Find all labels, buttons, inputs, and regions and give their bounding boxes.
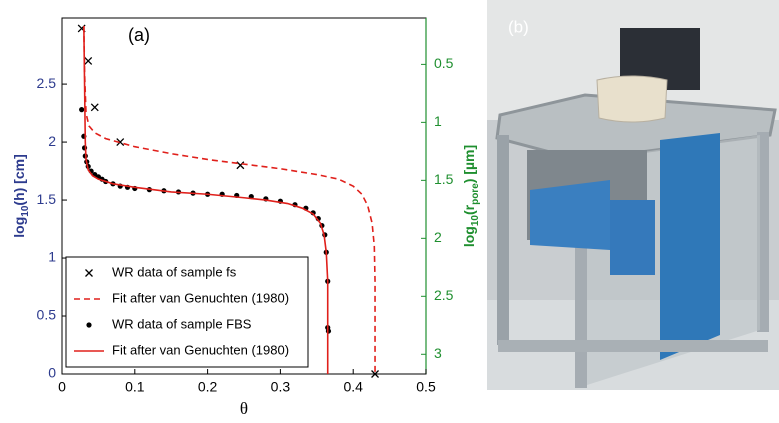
fit-line — [83, 26, 376, 374]
y2-tick-label: 2.5 — [434, 287, 454, 303]
panel-label: (b) — [508, 17, 529, 36]
y2-tick-label: 2 — [434, 229, 442, 245]
rail — [498, 340, 768, 352]
legend-box — [65, 256, 309, 368]
legend-marker — [86, 322, 92, 328]
label-part: log — [11, 217, 27, 238]
legend-label: WR data of sample fs — [112, 264, 237, 279]
post — [497, 135, 509, 345]
y-tick-label: 0 — [48, 365, 56, 381]
photo: (b) — [487, 0, 779, 390]
y2-tick-label: 1 — [434, 113, 442, 129]
label-part: (r — [461, 204, 477, 215]
legend-label: WR data of sample FBS — [112, 316, 252, 331]
panel-label: (a) — [128, 25, 150, 45]
x-tick-label: 0.4 — [343, 379, 363, 395]
x-marker — [90, 103, 99, 112]
label-part: (h) [cm] — [11, 154, 27, 205]
dot-marker — [79, 107, 85, 113]
y2-axis-label: log10(rpore) [µm] — [461, 145, 481, 247]
y2-tick-label: 0.5 — [434, 55, 454, 71]
legend-label: Fit after van Genuchten (1980) — [112, 290, 289, 305]
y-tick-label: 0.5 — [37, 307, 57, 323]
x-marker — [236, 161, 245, 170]
label-part: ) [µm] — [461, 145, 477, 183]
x-tick-label: 0.1 — [125, 379, 145, 395]
label-part: 10 — [470, 215, 481, 227]
y-tick-label: 1.5 — [37, 191, 57, 207]
x-tick-label: 0.3 — [271, 379, 291, 395]
legend-label: Fit after van Genuchten (1980) — [112, 342, 289, 357]
blue-part — [530, 180, 610, 250]
legend-marker — [85, 269, 93, 277]
label-part: log — [461, 226, 477, 247]
y-axis-label: log10(h) [cm] — [11, 154, 31, 237]
blue-block — [610, 200, 655, 275]
x-marker — [371, 370, 379, 378]
label-part: pore — [470, 183, 481, 205]
y2-tick-label: 1.5 — [434, 171, 454, 187]
y-tick-label: 1 — [48, 249, 56, 265]
y2-tick-label: 3 — [434, 345, 442, 361]
x-marker — [116, 138, 125, 147]
blue-panel — [660, 133, 720, 360]
y-tick-label: 2 — [48, 133, 56, 149]
label-part: 10 — [20, 205, 31, 217]
fit-line — [83, 26, 329, 374]
x-marker — [84, 56, 93, 65]
jar — [596, 75, 668, 123]
x-tick-label: 0.5 — [416, 379, 436, 395]
x-axis-label: θ — [240, 399, 248, 418]
x-tick-label: 0.2 — [198, 379, 218, 395]
x-tick-label: 0 — [58, 379, 66, 395]
y-tick-label: 2.5 — [37, 75, 57, 91]
